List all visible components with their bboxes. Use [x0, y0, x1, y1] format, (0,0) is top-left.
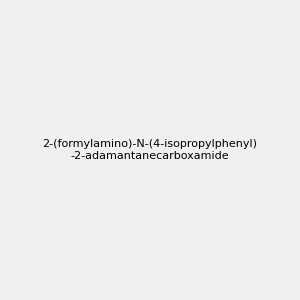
Text: 2-(formylamino)-N-(4-isopropylphenyl)
-2-adamantanecarboxamide: 2-(formylamino)-N-(4-isopropylphenyl) -2… [43, 139, 257, 161]
